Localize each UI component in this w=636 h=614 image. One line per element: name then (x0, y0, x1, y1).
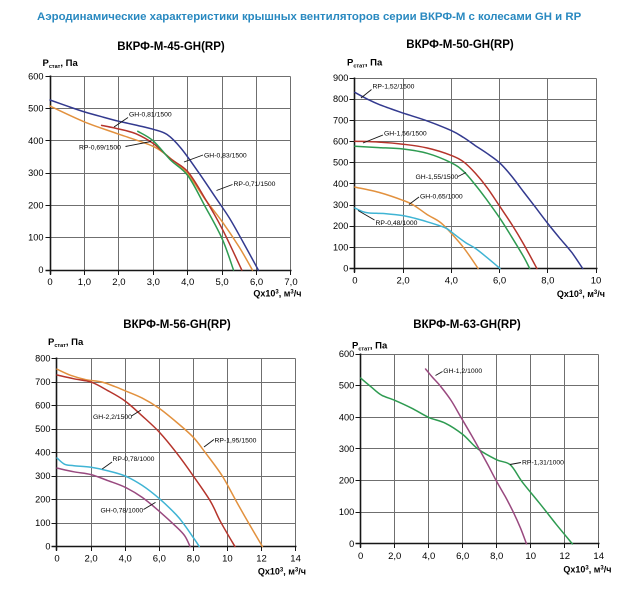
svg-text:GH-0,81/1500: GH-0,81/1500 (129, 112, 172, 119)
svg-text:6,0: 6,0 (493, 276, 506, 287)
svg-text:3,0: 3,0 (147, 277, 160, 288)
svg-text:100: 100 (28, 233, 43, 243)
svg-text:0: 0 (54, 554, 59, 565)
svg-text:8,0: 8,0 (541, 276, 554, 287)
svg-text:ВКРФ-М-63-GH(RP): ВКРФ-М-63-GH(RP) (413, 319, 521, 331)
svg-text:12: 12 (256, 554, 267, 565)
svg-text:5,0: 5,0 (215, 277, 228, 288)
svg-text:500: 500 (333, 158, 348, 168)
svg-text:RP-0,78/1000: RP-0,78/1000 (113, 456, 155, 463)
svg-text:GH-2,2/1500: GH-2,2/1500 (93, 414, 132, 421)
svg-text:ВКРФ-М-50-GH(RP): ВКРФ-М-50-GH(RP) (406, 39, 514, 51)
svg-text:4,0: 4,0 (181, 277, 194, 288)
svg-text:Pстат, Па: Pстат, Па (352, 341, 388, 353)
svg-text:GH-1,2/1000: GH-1,2/1000 (443, 368, 482, 375)
svg-text:500: 500 (35, 424, 50, 434)
svg-text:300: 300 (35, 471, 50, 481)
svg-text:500: 500 (339, 381, 354, 391)
svg-text:2,0: 2,0 (84, 554, 97, 565)
svg-text:RP-1,52/1500: RP-1,52/1500 (373, 84, 415, 91)
svg-text:Qx103, м3/ч: Qx103, м3/ч (557, 289, 605, 299)
svg-text:14: 14 (593, 551, 604, 562)
svg-text:Qx103, м3/ч: Qx103, м3/ч (253, 289, 301, 299)
svg-text:Pстат, Па: Pстат, Па (347, 58, 383, 70)
svg-text:8,0: 8,0 (490, 551, 503, 562)
svg-text:200: 200 (339, 476, 354, 486)
svg-text:6,0: 6,0 (456, 551, 469, 562)
svg-text:10: 10 (525, 551, 536, 562)
svg-text:RP-0,48/1000: RP-0,48/1000 (376, 220, 418, 227)
svg-text:RP-1,95/1500: RP-1,95/1500 (215, 438, 257, 445)
svg-text:200: 200 (35, 494, 50, 504)
svg-text:2,0: 2,0 (112, 277, 125, 288)
svg-text:100: 100 (35, 518, 50, 528)
svg-text:RP-1,31/1000: RP-1,31/1000 (522, 460, 564, 467)
svg-text:0: 0 (47, 277, 52, 288)
svg-text:14: 14 (290, 554, 301, 565)
svg-text:2,0: 2,0 (388, 551, 401, 562)
svg-text:700: 700 (35, 377, 50, 387)
svg-text:7,0: 7,0 (284, 277, 297, 288)
svg-text:Pстат, Па: Pстат, Па (43, 58, 79, 70)
svg-text:6,0: 6,0 (250, 277, 263, 288)
svg-text:0: 0 (38, 265, 43, 275)
svg-text:RP-0,69/1500: RP-0,69/1500 (79, 145, 121, 152)
svg-text:400: 400 (28, 136, 43, 146)
svg-text:100: 100 (333, 242, 348, 252)
svg-text:1,0: 1,0 (78, 277, 91, 288)
svg-text:GH-0,78/1000: GH-0,78/1000 (101, 507, 144, 514)
svg-text:500: 500 (28, 104, 43, 114)
svg-text:600: 600 (339, 349, 354, 359)
svg-text:ВКРФ-М-45-GH(RP): ВКРФ-М-45-GH(RP) (117, 41, 225, 53)
svg-text:Аэродинамические характеристик: Аэродинамические характеристики крышных … (37, 11, 582, 23)
svg-text:100: 100 (339, 507, 354, 517)
svg-text:RP-0,71/1500: RP-0,71/1500 (234, 181, 276, 188)
svg-text:4,0: 4,0 (445, 276, 458, 287)
svg-text:400: 400 (339, 412, 354, 422)
svg-text:800: 800 (35, 354, 50, 364)
svg-text:600: 600 (35, 401, 50, 411)
svg-text:200: 200 (333, 221, 348, 231)
svg-text:4,0: 4,0 (119, 554, 132, 565)
svg-text:10: 10 (591, 276, 602, 287)
svg-text:GH-1,55/1500: GH-1,55/1500 (416, 174, 459, 181)
svg-text:600: 600 (28, 71, 43, 81)
svg-text:900: 900 (333, 73, 348, 83)
svg-text:10: 10 (222, 554, 233, 565)
svg-text:Pстат, Па: Pстат, Па (48, 337, 84, 349)
svg-text:GH-0,83/1500: GH-0,83/1500 (204, 153, 247, 160)
svg-text:GH-0,65/1000: GH-0,65/1000 (420, 194, 463, 201)
svg-text:400: 400 (35, 447, 50, 457)
svg-text:700: 700 (333, 115, 348, 125)
svg-text:800: 800 (333, 94, 348, 104)
svg-text:0: 0 (45, 541, 50, 551)
svg-text:8,0: 8,0 (187, 554, 200, 565)
svg-text:4,0: 4,0 (422, 551, 435, 562)
svg-text:Qx103, м3/ч: Qx103, м3/ч (563, 564, 611, 574)
svg-text:400: 400 (333, 179, 348, 189)
svg-text:200: 200 (28, 200, 43, 210)
svg-text:300: 300 (333, 200, 348, 210)
svg-text:600: 600 (333, 137, 348, 147)
svg-text:2,0: 2,0 (396, 276, 409, 287)
svg-text:GH-1,56/1500: GH-1,56/1500 (384, 131, 427, 138)
svg-text:ВКРФ-М-56-GH(RP): ВКРФ-М-56-GH(RP) (123, 319, 231, 331)
svg-text:0: 0 (343, 263, 348, 273)
svg-text:300: 300 (28, 168, 43, 178)
svg-text:300: 300 (339, 444, 354, 454)
svg-text:0: 0 (352, 276, 357, 287)
svg-text:Qx103, м3/ч: Qx103, м3/ч (258, 566, 306, 576)
svg-text:0: 0 (358, 551, 363, 562)
svg-text:6,0: 6,0 (153, 554, 166, 565)
svg-text:12: 12 (559, 551, 570, 562)
svg-text:0: 0 (349, 539, 354, 549)
